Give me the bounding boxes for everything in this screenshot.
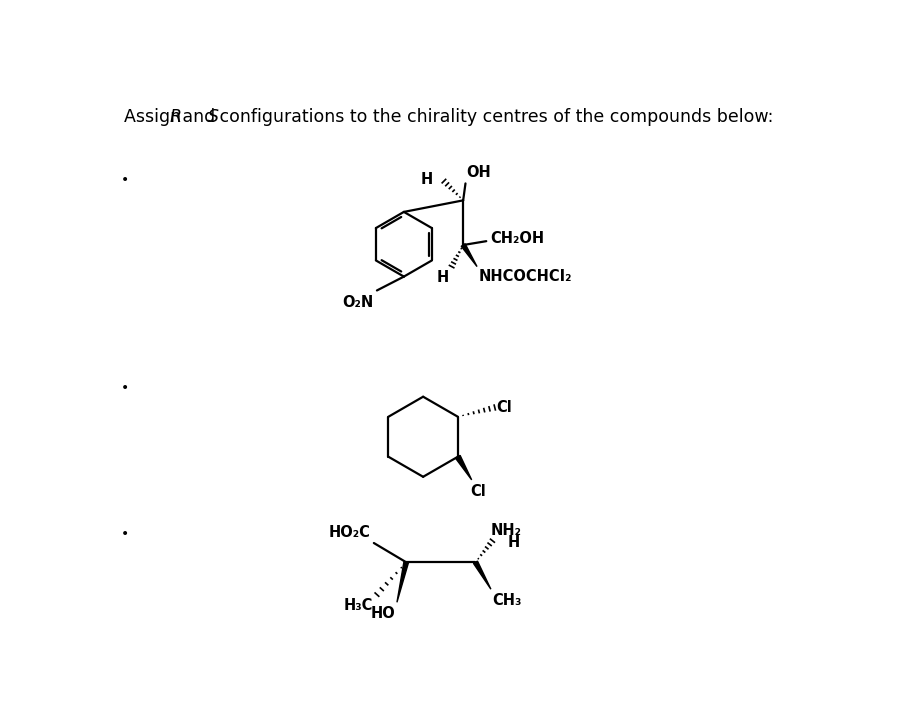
Text: Cl: Cl bbox=[496, 400, 511, 415]
Text: HO₂C: HO₂C bbox=[328, 525, 371, 540]
Text: R: R bbox=[169, 108, 181, 126]
Text: HO: HO bbox=[370, 606, 395, 621]
Text: CH₃: CH₃ bbox=[492, 593, 521, 608]
Text: NHCOCHCI₂: NHCOCHCI₂ bbox=[478, 269, 572, 284]
Polygon shape bbox=[473, 561, 491, 589]
Text: S: S bbox=[207, 108, 218, 126]
Text: H: H bbox=[420, 172, 433, 187]
Polygon shape bbox=[455, 455, 471, 480]
Text: •: • bbox=[121, 173, 129, 186]
Text: CH₂OH: CH₂OH bbox=[490, 231, 544, 246]
Text: and: and bbox=[177, 108, 220, 126]
Text: Assign: Assign bbox=[124, 108, 187, 126]
Polygon shape bbox=[397, 562, 408, 603]
Text: configurations to the chirality centres of the compounds below:: configurations to the chirality centres … bbox=[214, 108, 773, 126]
Text: H₃C: H₃C bbox=[344, 598, 373, 613]
Text: •: • bbox=[121, 381, 129, 395]
Text: O₂N: O₂N bbox=[342, 295, 373, 310]
Text: NH₂: NH₂ bbox=[491, 523, 521, 538]
Text: H: H bbox=[507, 535, 520, 550]
Text: OH: OH bbox=[465, 166, 491, 180]
Text: •: • bbox=[121, 527, 129, 541]
Text: H: H bbox=[437, 271, 449, 285]
Polygon shape bbox=[461, 244, 476, 266]
Text: Cl: Cl bbox=[470, 484, 485, 499]
